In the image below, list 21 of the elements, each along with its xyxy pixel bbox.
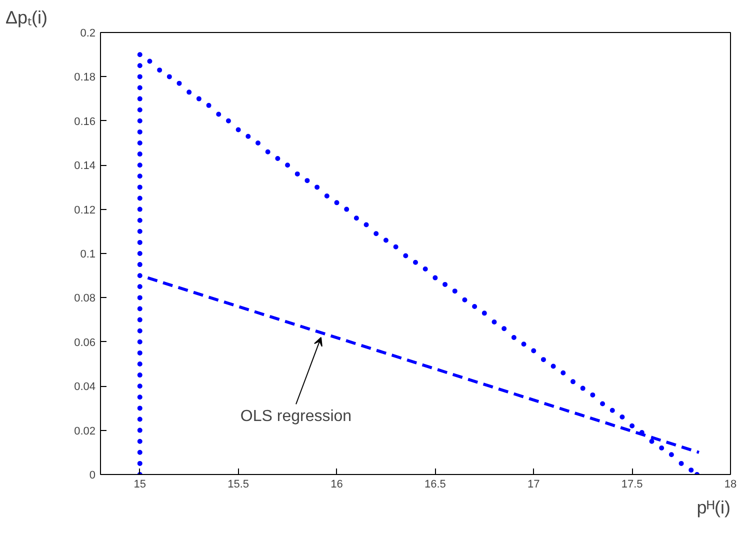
y-tick-label: 0.06 xyxy=(74,336,96,349)
y-tick-label: 0.1 xyxy=(80,248,96,260)
y-tick-label: 0 xyxy=(89,470,96,482)
y-tick-label: 0.12 xyxy=(74,204,96,216)
y-tick-label: 0.14 xyxy=(74,160,96,172)
x-tick-label: 15 xyxy=(134,478,146,490)
x-tick-label: 17 xyxy=(528,478,540,490)
y-tick-label: 0.18 xyxy=(74,72,96,84)
x-tick-label: 15.5 xyxy=(228,478,250,490)
y-tick-label: 0.02 xyxy=(74,425,96,438)
y-tick-label: 0.2 xyxy=(80,28,96,40)
y-tick-label: 0.04 xyxy=(74,381,96,394)
x-tick-label: 16.5 xyxy=(424,478,446,490)
y-axis-title: Δpₜ(i) xyxy=(6,8,48,28)
y-tick-label: 0.16 xyxy=(74,116,96,128)
x-tick-label: 16 xyxy=(330,478,343,490)
annotation: OLS regression xyxy=(240,408,352,426)
x-tick-label: 18 xyxy=(724,478,737,490)
y-tick-label: 0.08 xyxy=(74,292,96,305)
x-tick-label: 17.5 xyxy=(621,478,643,490)
x-axis-title: pᴴ(i) xyxy=(696,498,731,518)
